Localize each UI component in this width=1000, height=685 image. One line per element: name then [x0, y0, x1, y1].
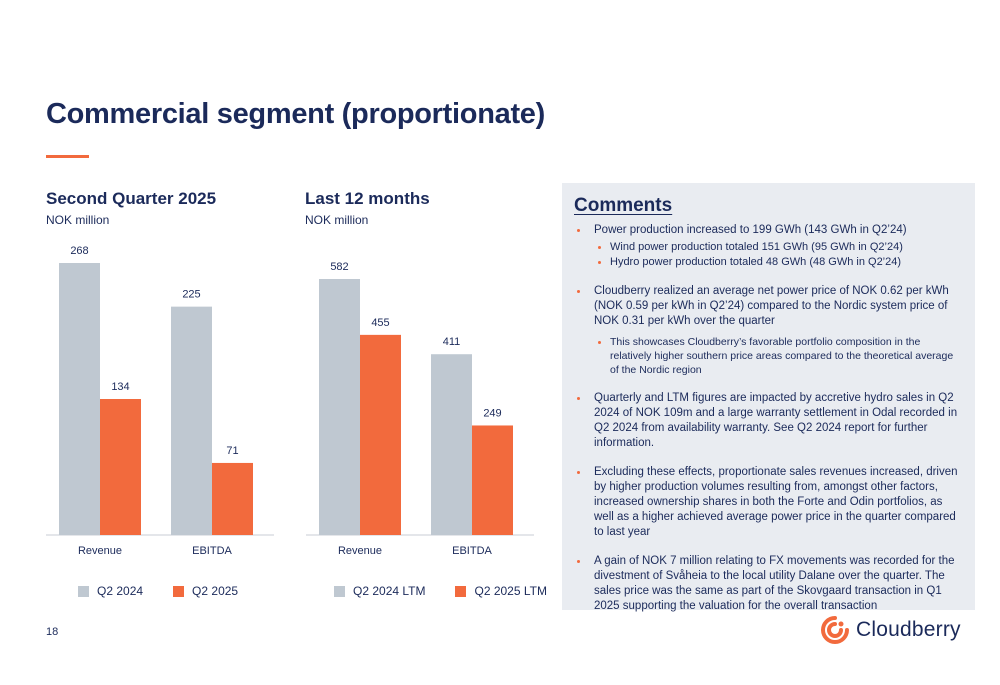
- chart-left-title: Second Quarter 2025: [46, 189, 217, 208]
- bar-revenue-series-1: [59, 263, 100, 535]
- data-label: 225: [182, 289, 200, 301]
- legend-swatch-grey: [334, 585, 345, 597]
- cloudberry-logo: Cloudberry: [820, 615, 961, 645]
- legend-swatch-orange: [455, 585, 467, 597]
- comment-bullet: Power production increased to 199 GWh (1…: [574, 223, 961, 270]
- page-number: 18: [46, 626, 59, 638]
- chart-right-unit: NOK million: [305, 213, 369, 227]
- comment-bullet: Cloudberry realized an average net power…: [574, 284, 961, 377]
- comments-heading: Comments: [574, 195, 673, 216]
- data-label: 582: [330, 261, 348, 273]
- bar-ebitda-series-1: [431, 354, 472, 535]
- data-label: 71: [226, 445, 238, 457]
- title-accent-bar: [46, 155, 89, 158]
- comment-subbullet: Wind power production totaled 151 GWh (9…: [594, 240, 961, 255]
- comment-bullet: Quarterly and LTM figures are impacted b…: [574, 391, 961, 451]
- legend-swatch-grey: [78, 585, 89, 597]
- legend-label: Q2 2025: [192, 584, 239, 598]
- comment-subbullet: This showcases Cloudberry’s favorable po…: [594, 335, 961, 377]
- data-label: 455: [371, 317, 389, 329]
- chart-right-title: Last 12 months: [305, 189, 430, 208]
- data-label: 249: [483, 407, 501, 419]
- chart-right-header: Last 12 months NOK million: [305, 189, 430, 227]
- bar-ebitda-series-2: [472, 425, 513, 535]
- legend-label: Q2 2025 LTM: [474, 584, 547, 598]
- chart-right-legend: Q2 2024 LTM Q2 2025 LTM: [334, 584, 577, 598]
- legend-label: Q2 2024 LTM: [353, 584, 426, 598]
- logo-wordmark: Cloudberry: [856, 618, 961, 641]
- legend-item-q2-2025-ltm: Q2 2025 LTM: [455, 584, 547, 598]
- legend-swatch-orange: [173, 585, 185, 597]
- category-label: Revenue: [78, 545, 122, 557]
- legend-item-q2-2024: Q2 2024: [78, 584, 143, 598]
- bar-revenue-series-1: [319, 279, 360, 535]
- comment-sublist: This showcases Cloudberry’s favorable po…: [594, 335, 961, 377]
- chart-left-header: Second Quarter 2025 NOK million: [46, 189, 216, 227]
- comment-text: Cloudberry realized an average net power…: [594, 285, 949, 327]
- data-label: 134: [111, 381, 129, 393]
- legend-item-q2-2024-ltm: Q2 2024 LTM: [334, 584, 425, 598]
- chart-right: 582 455 Revenue 411 249 EBITDA: [306, 261, 534, 557]
- bar-revenue-series-2: [360, 334, 401, 535]
- data-label: 411: [443, 336, 461, 348]
- category-label: EBITDA: [452, 545, 492, 557]
- chart-left-unit: NOK million: [46, 213, 110, 227]
- category-label: Revenue: [338, 545, 382, 557]
- comment-text: A gain of NOK 7 million relating to FX m…: [594, 555, 955, 612]
- page-title: Commercial segment (proportionate): [46, 98, 545, 130]
- bar-revenue-series-2: [100, 399, 141, 535]
- comment-text: Excluding these effects, proportionate s…: [594, 466, 958, 538]
- chart-left: 268 134 Revenue 225 71 EBITDA: [46, 245, 274, 557]
- data-label: 268: [70, 245, 88, 257]
- comment-sublist: Wind power production totaled 151 GWh (9…: [594, 240, 961, 270]
- legend-item-q2-2025: Q2 2025: [173, 584, 238, 598]
- comment-text: Power production increased to 199 GWh (1…: [594, 224, 907, 236]
- bar-ebitda-series-1: [171, 306, 212, 535]
- legend-label: Q2 2024: [97, 584, 144, 598]
- category-label: EBITDA: [192, 545, 232, 557]
- comment-text: Quarterly and LTM figures are impacted b…: [594, 392, 958, 449]
- comment-subbullet: Hydro power production totaled 48 GWh (4…: [594, 255, 961, 270]
- cloudberry-swirl-icon: [821, 616, 849, 644]
- comments-list: Power production increased to 199 GWh (1…: [574, 223, 961, 614]
- comment-bullet: A gain of NOK 7 million relating to FX m…: [574, 554, 961, 614]
- bar-ebitda-series-2: [212, 462, 253, 535]
- chart-left-legend: Q2 2024 Q2 2025: [78, 584, 268, 598]
- comment-bullet: Excluding these effects, proportionate s…: [574, 465, 961, 540]
- comments-panel: Comments Power production increased to 1…: [562, 183, 975, 612]
